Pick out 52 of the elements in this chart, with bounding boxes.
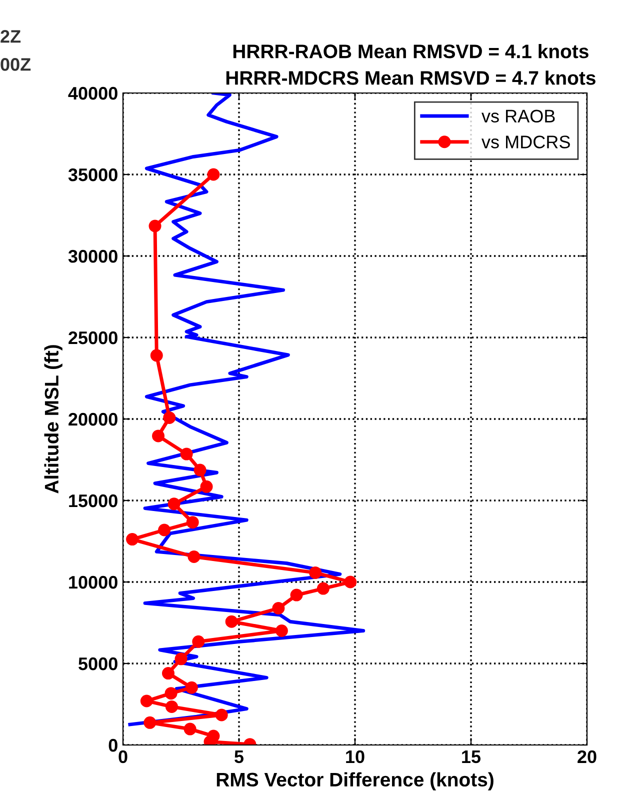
point: [163, 411, 176, 424]
point: [174, 652, 188, 666]
y-tick-label: 25000: [68, 331, 118, 344]
x-tick-label: 0: [118, 750, 128, 764]
point: [275, 624, 288, 637]
point: [272, 602, 285, 614]
y-tick-label: 20000: [68, 412, 118, 426]
y-axis-title: Altitude MSL (ft): [44, 345, 62, 494]
point: [344, 576, 357, 588]
point: [188, 550, 200, 563]
y-tick-label: 35000: [68, 168, 118, 182]
text: 00Z: [0, 58, 31, 71]
point: [164, 687, 178, 700]
point: [207, 168, 220, 181]
point: [158, 524, 171, 536]
point: [140, 694, 153, 708]
x-tick-label: 15: [462, 750, 481, 764]
point: [148, 220, 162, 232]
point: [194, 464, 206, 476]
point: [185, 681, 198, 694]
y-tick-label: 30000: [68, 250, 118, 263]
point: [192, 635, 205, 648]
point: [186, 516, 199, 529]
x-tick-label: 20: [578, 750, 596, 764]
x-tick-label: 10: [346, 750, 364, 764]
point: [144, 716, 156, 729]
point: [225, 615, 238, 628]
point: [168, 498, 180, 510]
point: [309, 566, 322, 579]
y-tick-label: 15000: [69, 494, 118, 508]
legend-label: vs MDCRS: [482, 136, 570, 148]
point: [165, 700, 178, 713]
x-tick-label: 5: [234, 750, 244, 764]
text: 2Z: [0, 30, 21, 43]
point: [290, 588, 303, 602]
point: [162, 667, 174, 680]
legend-label: vs RAOB: [482, 110, 555, 123]
y-tick-label: 10000: [69, 576, 118, 589]
point: [316, 582, 330, 595]
point: [215, 708, 228, 722]
point: [180, 448, 193, 460]
point: [200, 480, 213, 493]
chart-title: HRRR-RAOB Mean RMSVD = 4.1 knots HRRR-MDCRS Mean RMSVD = 4.7 knots: [226, 44, 596, 85]
point: [150, 349, 163, 362]
y-tick-label: 40000: [68, 86, 118, 100]
point: [184, 722, 196, 736]
point: [152, 430, 165, 442]
x-axis-title: RMS Vector Difference (knots): [216, 772, 494, 790]
point: [126, 533, 139, 546]
line-series: [128, 93, 366, 726]
y-tick-label: 5000: [78, 657, 118, 670]
y-tick-label: 0: [108, 738, 118, 752]
